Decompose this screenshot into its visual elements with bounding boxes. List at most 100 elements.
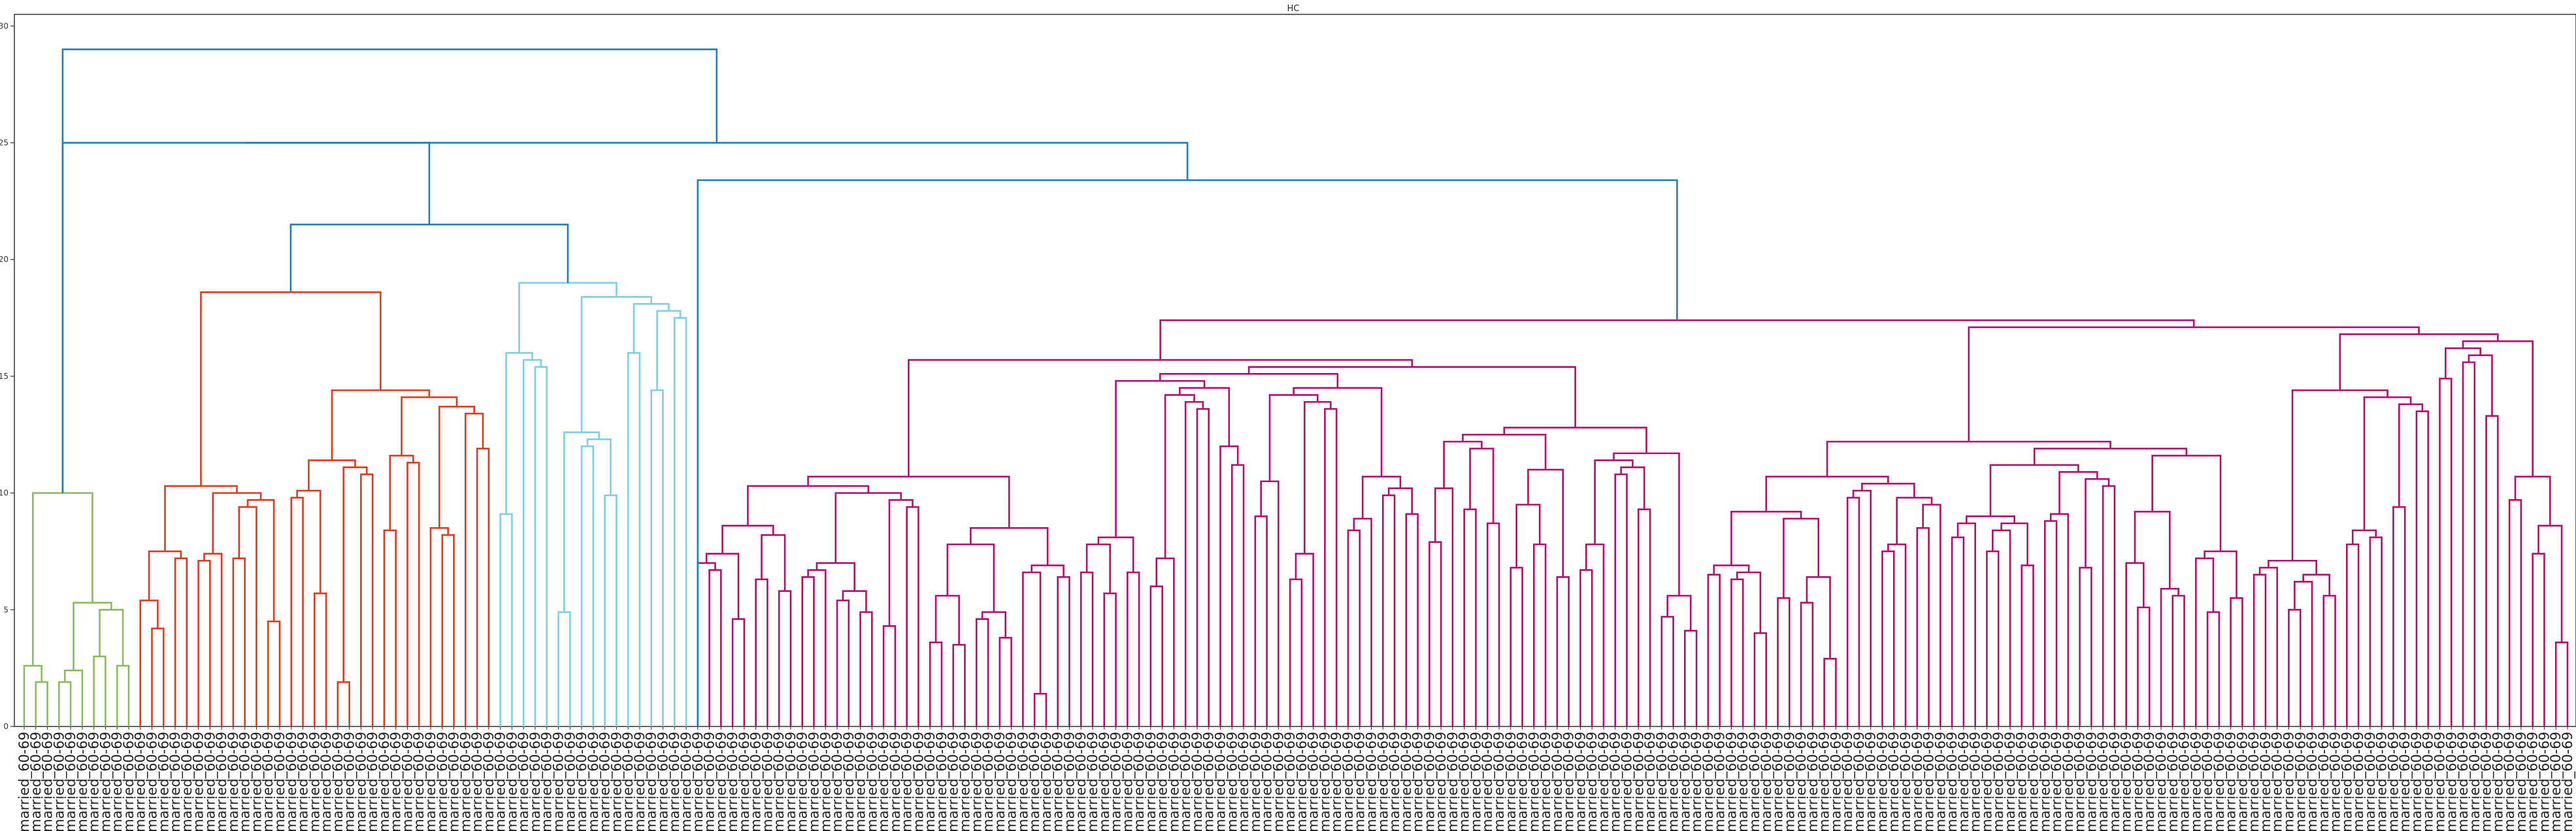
leaf-label: married_60-69 bbox=[690, 732, 706, 831]
leaf-label: married_60-69 bbox=[1898, 732, 1914, 831]
leaf-label: married_60-69 bbox=[1445, 732, 1461, 831]
leaf-label: married_60-69 bbox=[2328, 732, 2344, 831]
leaf-label: married_60-69 bbox=[1747, 732, 1763, 831]
leaf-label: married_60-69 bbox=[655, 732, 671, 831]
leaf-label: married_60-69 bbox=[574, 732, 590, 831]
leaf-label: married_60-69 bbox=[551, 732, 567, 831]
y-tick-label: 5 bbox=[3, 605, 8, 614]
leaf-label: married_60-69 bbox=[910, 732, 927, 831]
leaf-label: married_60-69 bbox=[2014, 732, 2030, 831]
leaf-label: married_60-69 bbox=[2141, 732, 2158, 831]
dendrogram-links bbox=[23, 48, 2569, 726]
leaf-label: married_60-69 bbox=[1468, 732, 1484, 831]
leaf-label: married_60-69 bbox=[28, 732, 44, 831]
leaf-label: married_60-69 bbox=[1956, 732, 1972, 831]
leaf-label: married_60-69 bbox=[2153, 732, 2170, 831]
leaf-label: married_60-69 bbox=[179, 732, 195, 831]
leaf-label: married_60-69 bbox=[423, 732, 439, 831]
leaf-label: married_60-69 bbox=[2037, 732, 2053, 831]
leaf-label: married_60-69 bbox=[1561, 732, 1577, 831]
leaf-label: married_60-69 bbox=[1723, 732, 1740, 831]
leaf-label: married_60-69 bbox=[1491, 732, 1508, 831]
leaf-label: married_60-69 bbox=[1352, 732, 1368, 831]
leaf-label: married_60-69 bbox=[968, 732, 985, 831]
leaf-label: married_60-69 bbox=[1364, 732, 1380, 831]
leaf-label: married_60-69 bbox=[2339, 732, 2355, 831]
leaf-label: married_60-69 bbox=[957, 732, 974, 831]
leaf-label: married_60-69 bbox=[1817, 732, 1833, 831]
leaf-label: married_60-69 bbox=[214, 732, 230, 831]
leaf-label: married_60-69 bbox=[1294, 732, 1310, 831]
leaf-label: married_60-69 bbox=[86, 732, 103, 831]
leaf-label: married_60-69 bbox=[2130, 732, 2146, 831]
plot-frame bbox=[14, 14, 2576, 727]
leaf-label: married_60-69 bbox=[1166, 732, 1182, 831]
leaf-label: married_60-69 bbox=[771, 732, 787, 831]
leaf-label: married_60-69 bbox=[306, 732, 323, 831]
leaf-label: married_60-69 bbox=[2002, 732, 2019, 831]
leaf-label: married_60-69 bbox=[1247, 732, 1264, 831]
leaf-label: married_60-69 bbox=[1224, 732, 1240, 831]
leaf-label: married_60-69 bbox=[2374, 732, 2390, 831]
leaf-label: married_60-69 bbox=[1990, 732, 2007, 831]
leaf-label: married_60-69 bbox=[1236, 732, 1252, 831]
leaf-label: married_60-69 bbox=[365, 732, 381, 831]
y-tick-label: 15 bbox=[0, 372, 8, 381]
leaf-label: married_60-69 bbox=[16, 732, 33, 831]
leaf-label: married_60-69 bbox=[493, 732, 509, 831]
leaf-label: married_60-69 bbox=[922, 732, 938, 831]
leaf-label: married_60-69 bbox=[191, 732, 207, 831]
leaf-label: married_60-69 bbox=[980, 732, 997, 831]
leaf-label: married_60-69 bbox=[887, 732, 904, 831]
leaf-label: married_60-69 bbox=[2420, 732, 2437, 831]
leaf-label: married_60-69 bbox=[1027, 732, 1043, 831]
leaf-label: married_60-69 bbox=[342, 732, 358, 831]
leaf-label: married_60-69 bbox=[74, 732, 91, 831]
leaf-label: married_60-69 bbox=[562, 732, 578, 831]
leaf-label: married_60-69 bbox=[1932, 732, 1949, 831]
leaf-label: married_60-69 bbox=[2536, 732, 2552, 831]
leaf-label: married_60-69 bbox=[1666, 732, 1682, 831]
y-axis: 0 5 10 15 20 25 30 bbox=[0, 22, 14, 731]
leaf-label: married_60-69 bbox=[399, 732, 416, 831]
leaf-label: married_60-69 bbox=[121, 732, 137, 831]
x-axis: married_60-69married_60-69married_60-69m… bbox=[16, 726, 2576, 831]
leaf-label: married_60-69 bbox=[841, 732, 857, 831]
leaf-label: married_60-69 bbox=[225, 732, 242, 831]
leaf-label: married_60-69 bbox=[725, 732, 741, 831]
y-tick-label: 10 bbox=[0, 489, 8, 498]
leaf-label: married_60-69 bbox=[1979, 732, 1995, 831]
leaf-label: married_60-69 bbox=[156, 732, 172, 831]
y-tick-label: 0 bbox=[3, 722, 8, 731]
leaf-label: married_60-69 bbox=[167, 732, 184, 831]
leaf-label: married_60-69 bbox=[1770, 732, 1787, 831]
leaf-label: married_60-69 bbox=[260, 732, 276, 831]
y-tick-label: 30 bbox=[0, 22, 8, 31]
merge-root bbox=[61, 48, 718, 493]
leaf-label: married_60-69 bbox=[2513, 732, 2530, 831]
leaf-label: married_60-69 bbox=[992, 732, 1008, 831]
leaf-label: married_60-69 bbox=[1700, 732, 1717, 831]
leaf-label: married_60-69 bbox=[2397, 732, 2413, 831]
leaf-label: married_60-69 bbox=[1619, 732, 1635, 831]
leaf-label: married_60-69 bbox=[817, 732, 834, 831]
leaf-label: married_60-69 bbox=[237, 732, 254, 831]
leaf-label: married_60-69 bbox=[2211, 732, 2228, 831]
leaf-label: married_60-69 bbox=[284, 732, 300, 831]
leaf-label: married_60-69 bbox=[1584, 732, 1600, 831]
leaf-label: married_60-69 bbox=[1421, 732, 1438, 831]
leaf-label: married_60-69 bbox=[1085, 732, 1101, 831]
leaf-label: married_60-69 bbox=[1259, 732, 1276, 831]
leaf-label: married_60-69 bbox=[388, 732, 405, 831]
leaf-label: married_60-69 bbox=[2270, 732, 2286, 831]
leaf-label: married_60-69 bbox=[946, 732, 962, 831]
leaf-label: married_60-69 bbox=[1874, 732, 1891, 831]
leaf-label: married_60-69 bbox=[516, 732, 532, 831]
leaf-label: married_60-69 bbox=[2188, 732, 2204, 831]
leaf-label: married_60-69 bbox=[1886, 732, 1902, 831]
leaf-label: married_60-69 bbox=[2200, 732, 2216, 831]
leaf-label: married_60-69 bbox=[1015, 732, 1031, 831]
leaf-label: married_60-69 bbox=[1921, 732, 1938, 831]
leaf-label: married_60-69 bbox=[1805, 732, 1821, 831]
leaf-label: married_60-69 bbox=[51, 732, 67, 831]
